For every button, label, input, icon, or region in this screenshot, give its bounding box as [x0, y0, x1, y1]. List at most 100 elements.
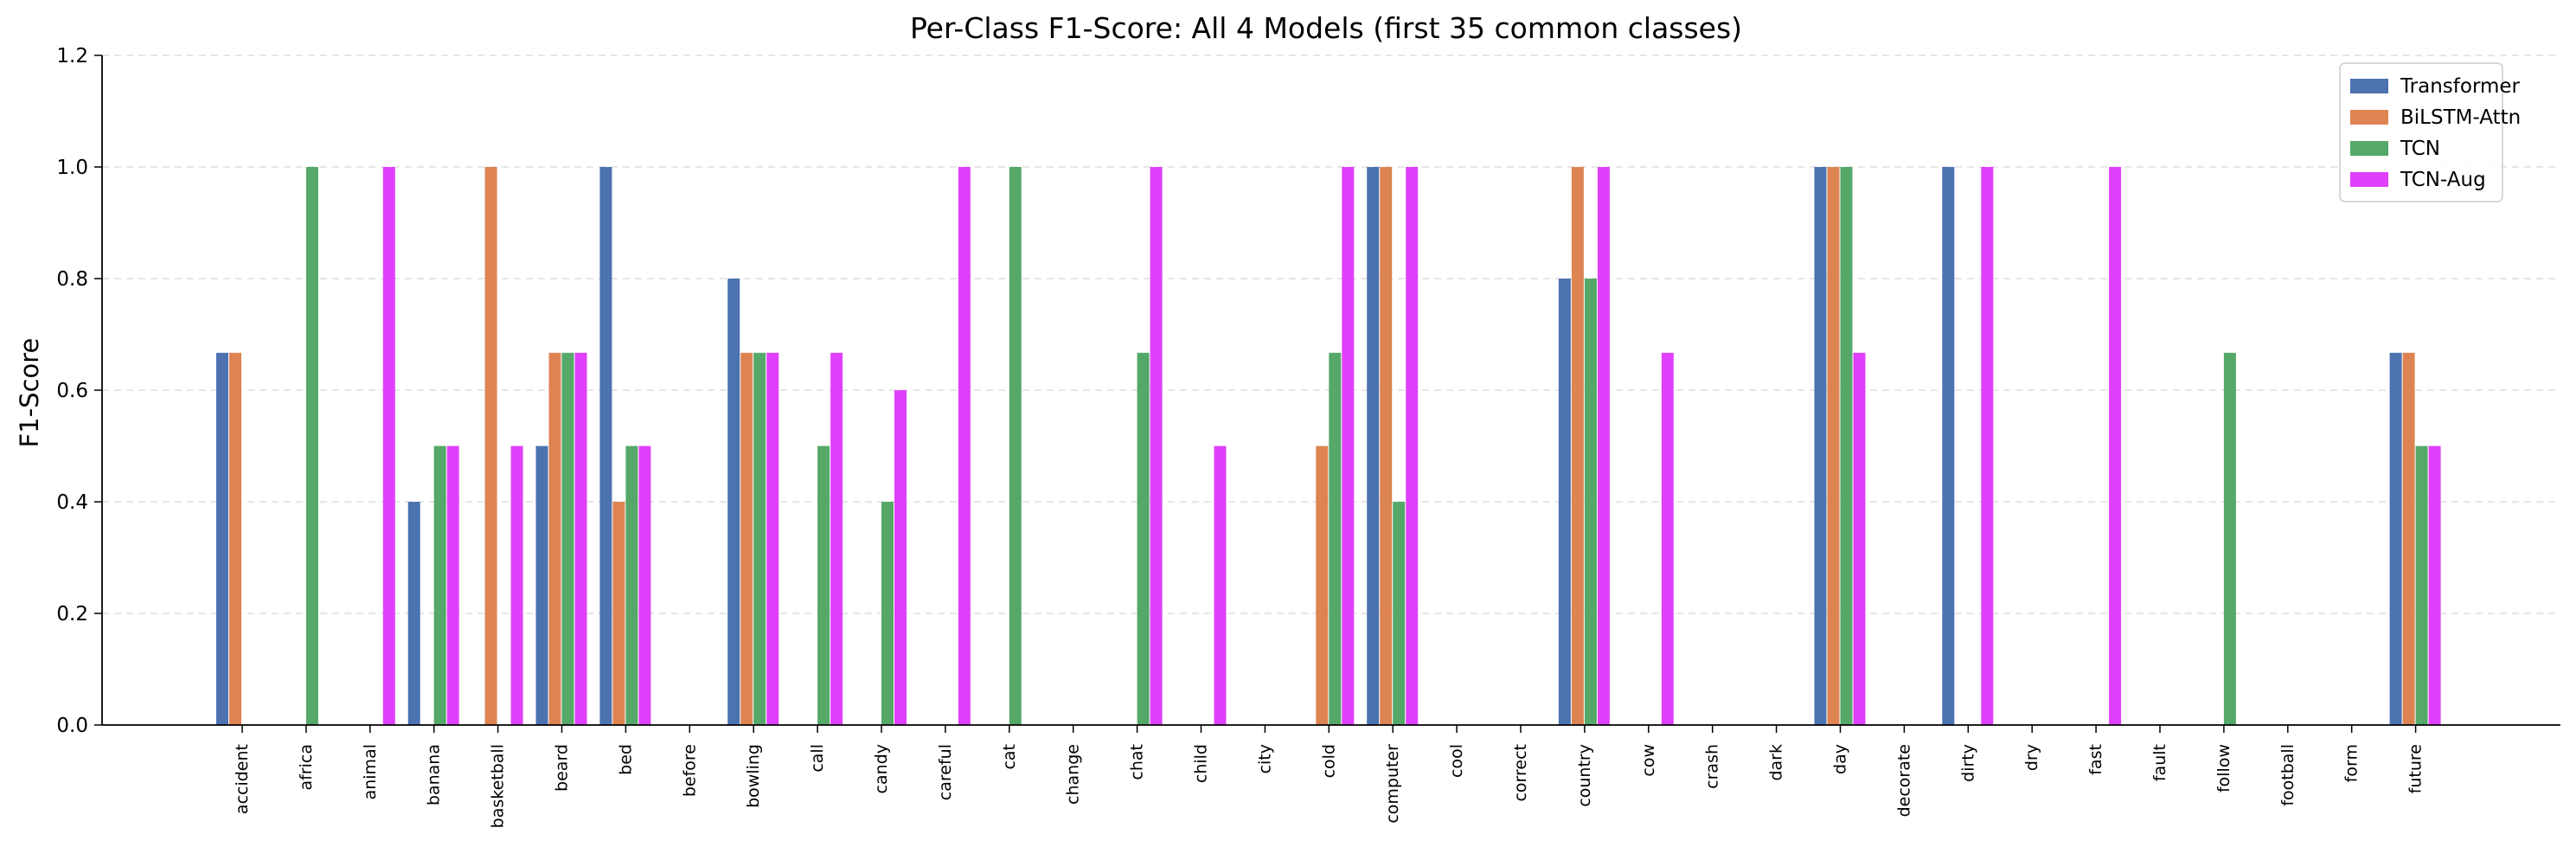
legend-label: TCN	[2400, 138, 2440, 160]
x-tick-label-future: future	[2406, 744, 2425, 793]
bar-tcn-aug-cow	[1661, 352, 1674, 725]
bar-tcn-aug-bed	[638, 446, 651, 725]
x-tick-label-cow: cow	[1639, 744, 1658, 777]
bars	[216, 167, 2441, 725]
bar-tcn-aug-day	[1853, 352, 1866, 725]
bar-transformer-bowling	[727, 279, 740, 725]
x-tick-label-dirty: dirty	[1958, 744, 1977, 782]
bar-transformer-accident	[216, 352, 228, 725]
bar-transformer-dirty	[1942, 167, 1955, 725]
x-tick-label-crash: crash	[1703, 744, 1722, 789]
bar-tcn-beard	[561, 352, 574, 725]
bar-tcn-computer	[1393, 502, 1406, 725]
x-tick-label-bed: bed	[616, 744, 635, 775]
bar-bilstm-attn-computer	[1380, 167, 1393, 725]
bar-bilstm-attn-country	[1571, 167, 1584, 725]
bar-tcn-aug-careful	[958, 167, 971, 725]
x-tick-label-dry: dry	[2022, 744, 2041, 771]
x-tick-label-city: city	[1255, 744, 1274, 773]
x-tick-label-basketball: basketball	[489, 744, 508, 828]
x-tick-label-fast: fast	[2086, 744, 2105, 775]
bar-bilstm-attn-beard	[548, 352, 561, 725]
bar-bilstm-attn-bed	[612, 502, 625, 725]
y-tick-label: 1.2	[56, 45, 88, 67]
legend-swatch	[2350, 79, 2388, 93]
y-tick-label: 0.0	[56, 715, 88, 737]
bar-bilstm-attn-future	[2402, 352, 2415, 725]
x-tick-label-fault: fault	[2150, 744, 2169, 781]
x-tick-label-africa: africa	[297, 744, 316, 791]
bar-transformer-future	[2389, 352, 2402, 725]
bar-transformer-day	[1814, 167, 1827, 725]
bar-tcn-aug-country	[1597, 167, 1610, 725]
x-tick-label-banana: banana	[425, 744, 444, 805]
bar-bilstm-attn-cold	[1316, 446, 1329, 725]
y-tick-label: 1.0	[56, 157, 88, 179]
y-tick-label: 0.8	[56, 268, 88, 291]
bar-tcn-aug-basketball	[510, 446, 523, 725]
x-tick-label-computer: computer	[1383, 744, 1402, 824]
x-tick-label-cat: cat	[1000, 744, 1019, 770]
x-tick-label-bowling: bowling	[744, 744, 763, 808]
bar-tcn-bed	[625, 446, 638, 725]
bar-tcn-cold	[1329, 352, 1342, 725]
bar-transformer-bed	[599, 167, 612, 725]
bar-tcn-aug-future	[2428, 446, 2441, 725]
x-tick-label-cold: cold	[1319, 744, 1338, 778]
bar-tcn-aug-computer	[1406, 167, 1419, 725]
bar-tcn-aug-bowling	[766, 352, 779, 725]
x-tick-label-before: before	[680, 744, 699, 797]
legend-label: BiLSTM-Attn	[2400, 106, 2521, 129]
bar-transformer-computer	[1367, 167, 1380, 725]
bar-tcn-aug-chat	[1150, 167, 1163, 725]
bar-tcn-africa	[305, 167, 318, 725]
legend-swatch	[2350, 172, 2388, 187]
x-tick-label-candy: candy	[872, 744, 891, 793]
y-tick-label: 0.2	[56, 603, 88, 626]
bar-bilstm-attn-day	[1827, 167, 1840, 725]
legend-label: Transformer	[2400, 75, 2521, 98]
legend-box	[2339, 62, 2503, 202]
x-tick-label-dark: dark	[1767, 744, 1786, 781]
x-tick-label-careful: careful	[936, 744, 955, 800]
bar-tcn-aug-cold	[1342, 167, 1355, 725]
bar-tcn-candy	[881, 502, 894, 725]
bar-tcn-banana	[433, 446, 446, 725]
x-tick-label-chat: chat	[1128, 744, 1147, 780]
bar-tcn-day	[1840, 167, 1853, 725]
bar-tcn-chat	[1137, 352, 1150, 725]
legend-swatch	[2350, 141, 2388, 156]
bar-tcn-aug-child	[1214, 446, 1227, 725]
x-tick-label-cool: cool	[1447, 744, 1466, 778]
x-tick-label-day: day	[1831, 744, 1850, 774]
bar-tcn-aug-dirty	[1981, 167, 1994, 725]
bar-tcn-country	[1584, 279, 1597, 725]
bar-transformer-banana	[407, 502, 420, 725]
bar-bilstm-attn-basketball	[484, 167, 497, 725]
legend: Transformer BiLSTM-Attn TCN TCN-Aug	[2339, 62, 2521, 202]
bar-transformer-beard	[535, 446, 548, 725]
x-tick-label-form: form	[2342, 744, 2361, 782]
x-tick-label-call: call	[808, 744, 827, 773]
x-tick-label-beard: beard	[553, 744, 572, 792]
y-tick-label: 0.6	[56, 380, 88, 402]
bar-tcn-call	[817, 446, 830, 725]
bar-bilstm-attn-bowling	[740, 352, 753, 725]
x-tick-labels: accident africa animal banana basketball bear…	[233, 725, 2425, 828]
x-tick-label-country: country	[1575, 744, 1594, 807]
x-tick-label-follow: follow	[2214, 744, 2233, 792]
bar-tcn-aug-banana	[446, 446, 459, 725]
bar-tcn-aug-animal	[382, 167, 395, 725]
bar-transformer-country	[1558, 279, 1571, 725]
bar-tcn-aug-call	[830, 352, 843, 725]
chart-title: Per-Class F1-Score: All 4 Models (first …	[910, 11, 1742, 45]
x-tick-label-accident: accident	[233, 744, 252, 814]
x-tick-label-football: football	[2278, 744, 2297, 806]
x-tick-label-correct: correct	[1511, 744, 1530, 802]
y-tick-label: 0.4	[56, 491, 88, 514]
bar-tcn-aug-beard	[574, 352, 587, 725]
bar-tcn-cat	[1009, 167, 1022, 725]
x-tick-label-child: child	[1192, 744, 1211, 783]
legend-label: TCN-Aug	[2400, 169, 2486, 191]
